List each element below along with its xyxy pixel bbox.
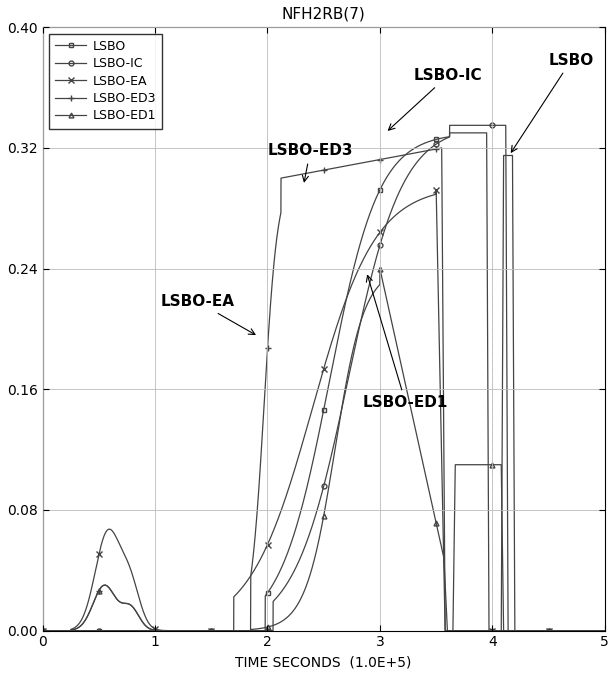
LSBO-EA <box>601 627 609 635</box>
Text: LSBO: LSBO <box>511 53 594 152</box>
LSBO-ED1 <box>601 627 609 635</box>
LSBO-EA <box>458 627 466 635</box>
LSBO <box>39 627 46 635</box>
Text: LSBO-EA: LSBO-EA <box>161 294 255 335</box>
Text: LSBO-ED1: LSBO-ED1 <box>363 276 448 410</box>
LSBO-ED1 <box>376 281 383 289</box>
LSBO-IC <box>254 627 261 635</box>
LSBO <box>458 129 466 137</box>
LSBO-IC <box>39 627 46 635</box>
Line: LSBO-EA: LSBO-EA <box>40 187 607 633</box>
LSBO-ED1 <box>141 621 148 629</box>
LSBO-ED3 <box>141 621 148 629</box>
LSBO-ED3 <box>438 144 445 152</box>
LSBO <box>141 627 148 635</box>
LSBO-ED3 <box>501 627 509 635</box>
LSBO-ED1 <box>501 627 509 635</box>
Line: LSBO-ED1: LSBO-ED1 <box>40 266 607 633</box>
LSBO-ED3 <box>376 155 383 164</box>
LSBO <box>376 186 383 194</box>
LSBO-ED1 <box>39 627 46 635</box>
LSBO-EA <box>376 228 383 237</box>
LSBO-EA <box>254 560 261 569</box>
LSBO-ED3 <box>458 627 466 635</box>
LSBO <box>446 129 453 137</box>
LSBO-IC <box>458 121 466 129</box>
LSBO-ED3 <box>254 504 261 512</box>
Line: LSBO: LSBO <box>40 130 607 633</box>
LSBO-EA <box>141 611 148 619</box>
LSBO-ED3 <box>39 627 46 635</box>
X-axis label: TIME SECONDS  (1.0E+5): TIME SECONDS (1.0E+5) <box>235 655 412 669</box>
LSBO-IC <box>446 121 453 129</box>
LSBO-EA <box>432 185 440 193</box>
LSBO-ED1 <box>405 393 412 401</box>
LSBO-ED1 <box>254 625 261 633</box>
LSBO-ED1 <box>376 265 384 273</box>
LSBO-EA <box>39 627 46 635</box>
Text: LSBO-IC: LSBO-IC <box>389 68 482 130</box>
LSBO-IC <box>141 627 148 635</box>
Title: NFH2RB(7): NFH2RB(7) <box>282 7 365 22</box>
LSBO <box>501 151 509 160</box>
LSBO-IC <box>405 171 412 179</box>
LSBO-ED3 <box>405 150 412 158</box>
LSBO-IC <box>601 627 609 635</box>
LSBO-ED1 <box>458 460 466 468</box>
LSBO-EA <box>501 627 509 635</box>
Line: LSBO-ED3: LSBO-ED3 <box>40 145 607 633</box>
LSBO-EA <box>405 202 412 210</box>
Legend: LSBO, LSBO-IC, LSBO-EA, LSBO-ED3, LSBO-ED1: LSBO, LSBO-IC, LSBO-EA, LSBO-ED3, LSBO-E… <box>49 34 163 128</box>
LSBO <box>254 627 261 635</box>
LSBO-ED3 <box>601 627 609 635</box>
Line: LSBO-IC: LSBO-IC <box>40 123 607 633</box>
Text: LSBO-ED3: LSBO-ED3 <box>267 143 353 182</box>
LSBO <box>601 627 609 635</box>
LSBO-IC <box>376 242 383 250</box>
LSBO-IC <box>501 121 509 129</box>
LSBO <box>405 149 412 157</box>
